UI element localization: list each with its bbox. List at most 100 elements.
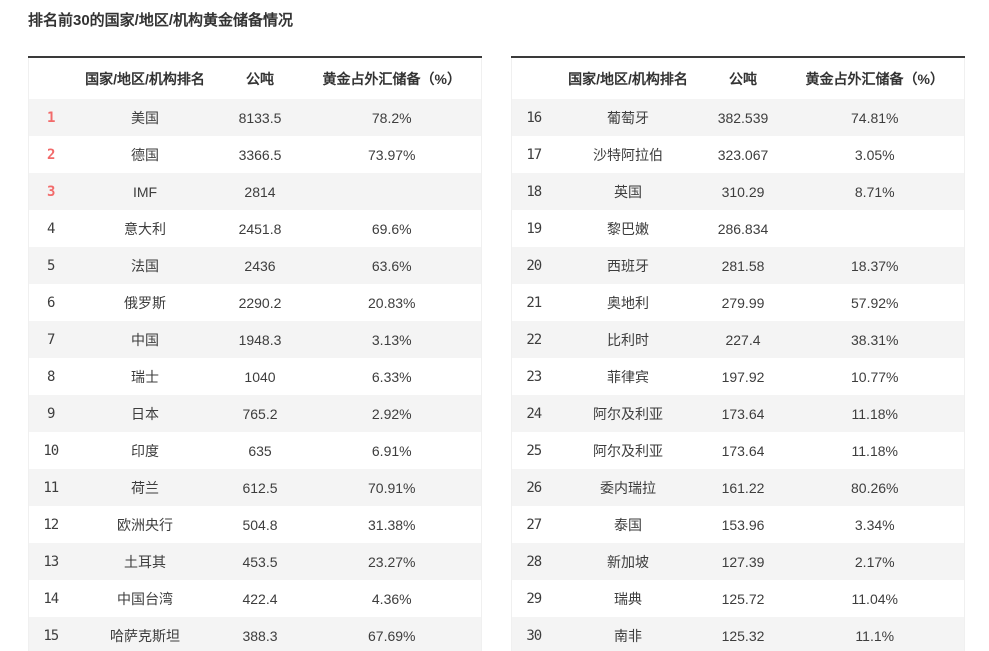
country-cell: 菲律宾 <box>607 368 649 385</box>
table-row: 7 中国 1948.3 3.13% <box>28 321 482 358</box>
tons-cell: 388.3 <box>242 627 278 644</box>
pct-column-header: 黄金占外汇储备（%） <box>302 57 482 99</box>
table-row: 21 奥地利 279.99 57.92% <box>511 284 965 321</box>
table-header-row: 国家/地区/机构排名 公吨 黄金占外汇储备（%） <box>511 57 965 99</box>
table-row: 12 欧洲央行 504.8 31.38% <box>28 506 482 543</box>
country-cell: 瑞士 <box>131 368 159 385</box>
rank-cell: 21 <box>526 294 542 311</box>
rank-cell: 26 <box>526 479 542 496</box>
rank-cell: 6 <box>47 294 55 311</box>
table-row: 29 瑞典 125.72 11.04% <box>511 580 965 617</box>
country-column-header: 国家/地区/机构排名 <box>72 57 218 99</box>
country-cell: 印度 <box>131 442 159 459</box>
country-cell: 荷兰 <box>131 479 159 496</box>
tons-cell: 635 <box>248 442 272 459</box>
rank-cell: 23 <box>526 368 542 385</box>
country-cell: 意大利 <box>124 220 166 237</box>
pct-cell: 2.17% <box>854 553 895 570</box>
table-header: 国家/地区/机构排名 公吨 黄金占外汇储备（%） <box>28 57 482 99</box>
country-cell: 德国 <box>131 146 159 163</box>
country-cell: 比利时 <box>607 331 649 348</box>
rank-cell: 18 <box>526 183 542 200</box>
tons-cell: 286.834 <box>717 220 769 237</box>
rank-cell: 15 <box>43 627 59 644</box>
rank-cell: 1 <box>47 109 55 126</box>
tons-cell: 504.8 <box>242 516 278 533</box>
pct-cell: 73.97% <box>368 146 416 163</box>
country-cell: 美国 <box>131 109 159 126</box>
rank-cell: 25 <box>526 442 542 459</box>
tons-cell: 2814 <box>244 183 276 200</box>
tons-cell: 8133.5 <box>238 109 282 126</box>
country-cell: 沙特阿拉伯 <box>593 146 663 163</box>
table-row: 14 中国台湾 422.4 4.36% <box>28 580 482 617</box>
rank-cell: 4 <box>47 220 55 237</box>
rank-cell: 22 <box>526 331 542 348</box>
table-row: 18 英国 310.29 8.71% <box>511 173 965 210</box>
tons-cell: 3366.5 <box>238 146 282 163</box>
rank-cell: 7 <box>47 331 55 348</box>
table-row: 24 阿尔及利亚 173.64 11.18% <box>511 395 965 432</box>
country-cell: 欧洲央行 <box>117 516 173 533</box>
tons-column-header: 公吨 <box>700 57 786 99</box>
rank-cell: 27 <box>526 516 542 533</box>
table-row: 3 IMF 2814 <box>28 173 482 210</box>
rank-cell: 5 <box>47 257 55 274</box>
pct-cell: 31.38% <box>368 516 416 533</box>
table-row: 8 瑞士 1040 6.33% <box>28 358 482 395</box>
table-body: 16 葡萄牙 382.539 74.81% 17 沙特阿拉伯 323.067 3.05% 18 英… <box>511 99 965 651</box>
pct-cell: 3.13% <box>371 331 412 348</box>
rank-cell: 9 <box>47 405 55 422</box>
pct-cell: 11.18% <box>851 442 898 459</box>
pct-cell: 8.71% <box>854 183 895 200</box>
table-row: 20 西班牙 281.58 18.37% <box>511 247 965 284</box>
table-row: 2 德国 3366.5 73.97% <box>28 136 482 173</box>
country-column-header: 国家/地区/机构排名 <box>555 57 701 99</box>
pct-cell: 10.77% <box>851 368 899 385</box>
tons-cell: 153.96 <box>721 516 765 533</box>
pct-cell: 57.92% <box>851 294 899 311</box>
pct-cell: 69.6% <box>371 220 412 237</box>
country-cell: 阿尔及利亚 <box>593 442 663 459</box>
rank-cell: 29 <box>526 590 542 607</box>
table-row: 27 泰国 153.96 3.34% <box>511 506 965 543</box>
tables-container: 国家/地区/机构排名 公吨 黄金占外汇储备（%） 1 美国 8133.5 78.2% 2… <box>0 29 989 651</box>
pct-cell: 11.18% <box>851 405 898 422</box>
tons-cell: 765.2 <box>242 405 278 422</box>
pct-cell <box>303 173 482 210</box>
rank-cell: 28 <box>526 553 542 570</box>
country-cell: IMF <box>132 183 158 200</box>
rank-cell: 10 <box>43 442 59 459</box>
country-cell: 英国 <box>614 183 642 200</box>
country-cell: 西班牙 <box>607 257 649 274</box>
tons-cell: 197.92 <box>721 368 765 385</box>
table-row: 5 法国 2436 63.6% <box>28 247 482 284</box>
tons-cell: 382.539 <box>717 109 769 126</box>
rank-cell: 20 <box>526 257 542 274</box>
pct-cell: 63.6% <box>371 257 412 274</box>
pct-cell: 6.91% <box>371 442 412 459</box>
tons-cell: 125.72 <box>721 590 765 607</box>
table-row: 10 印度 635 6.91% <box>28 432 482 469</box>
pct-cell: 20.83% <box>368 294 416 311</box>
tons-cell: 1948.3 <box>238 331 282 348</box>
pct-cell: 23.27% <box>368 553 416 570</box>
table-row: 11 荷兰 612.5 70.91% <box>28 469 482 506</box>
table-row: 28 新加坡 127.39 2.17% <box>511 543 965 580</box>
table-row: 15 哈萨克斯坦 388.3 67.69% <box>28 617 482 651</box>
country-cell: 奥地利 <box>607 294 649 311</box>
country-cell: 哈萨克斯坦 <box>110 627 180 644</box>
rank-cell: 12 <box>43 516 59 533</box>
country-cell: 日本 <box>131 405 159 422</box>
tons-cell: 173.64 <box>721 405 765 422</box>
country-cell: 阿尔及利亚 <box>593 405 663 422</box>
country-cell: 俄罗斯 <box>124 294 166 311</box>
tons-cell: 1040 <box>244 368 276 385</box>
pct-cell <box>786 210 965 247</box>
table-row: 1 美国 8133.5 78.2% <box>28 99 482 136</box>
rank-cell: 30 <box>526 627 542 644</box>
tons-cell: 323.067 <box>717 146 769 163</box>
tons-column-header: 公吨 <box>217 57 303 99</box>
pct-cell: 2.92% <box>371 405 412 422</box>
